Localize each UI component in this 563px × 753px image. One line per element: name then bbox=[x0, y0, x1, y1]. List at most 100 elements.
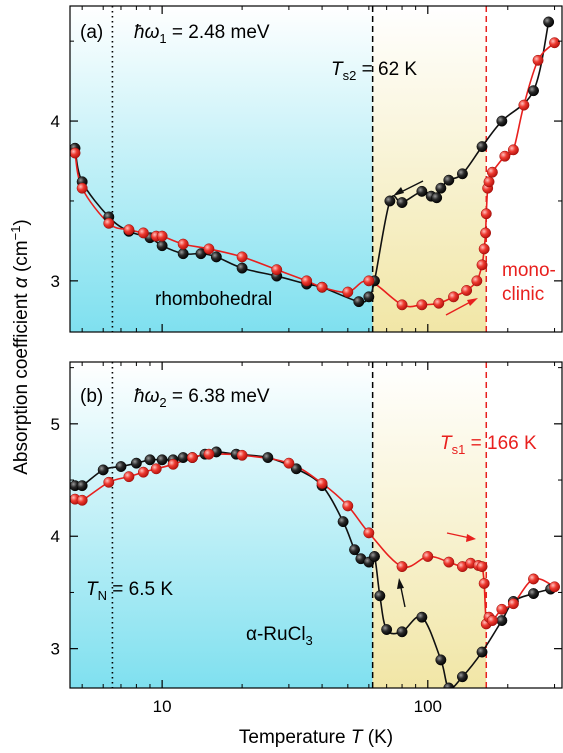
cooling-point bbox=[374, 590, 386, 602]
warming-point bbox=[363, 275, 375, 287]
panel-b-mixed-region bbox=[372, 362, 487, 688]
panel-a-frame bbox=[69, 5, 563, 333]
cooling-point bbox=[156, 240, 168, 252]
warming-arrowhead-b bbox=[466, 534, 476, 542]
cooling-point bbox=[195, 248, 207, 260]
y-axis-title: Absorption coefficient α (cm−1) bbox=[8, 219, 32, 475]
panel-b-ticks: 10 100 3 4 5 bbox=[51, 362, 562, 716]
warming-point bbox=[203, 448, 215, 460]
panel-a: 34 (a) ħω1 = 2.48 meV Ts2 = 62 K rhomboh… bbox=[51, 5, 563, 333]
cooling-point bbox=[97, 464, 109, 476]
cooling-point bbox=[177, 248, 189, 260]
cooling-point bbox=[543, 16, 555, 28]
warming-point bbox=[123, 471, 135, 483]
y-tick-label: 4 bbox=[51, 112, 60, 131]
warming-point bbox=[478, 578, 490, 589]
y-tick-label: 4 bbox=[51, 527, 60, 546]
cooling-point bbox=[443, 174, 455, 186]
panel-a-label: (a) bbox=[80, 22, 103, 43]
omega2-annotation: ħω2 = 6.38 meV bbox=[134, 386, 270, 410]
warming-point bbox=[137, 466, 149, 478]
warming-point bbox=[167, 458, 179, 470]
cooling-point bbox=[435, 654, 447, 666]
ts1-annotation: Ts1 = 166 K bbox=[440, 433, 537, 457]
x-tick-label: 10 bbox=[153, 697, 172, 716]
warming-point bbox=[76, 494, 88, 506]
cooling-point bbox=[396, 626, 408, 638]
warming-arrowhead-a bbox=[467, 298, 478, 306]
warming-point bbox=[416, 299, 428, 311]
cooling-point bbox=[290, 463, 302, 475]
cooling-point bbox=[416, 611, 428, 623]
warming-point bbox=[528, 573, 539, 585]
warming-point bbox=[137, 227, 149, 239]
cooling-point bbox=[177, 452, 189, 463]
omega1-annotation: ħω1 = 2.48 meV bbox=[134, 22, 270, 46]
warming-point bbox=[316, 477, 328, 489]
panel-a-mixed-region bbox=[372, 6, 487, 332]
cooling-point bbox=[528, 85, 539, 97]
cooling-point bbox=[349, 544, 360, 556]
cooling-point bbox=[236, 262, 248, 274]
warming-point bbox=[301, 275, 313, 287]
cooling-point bbox=[496, 115, 508, 127]
cooling-point bbox=[76, 480, 88, 492]
panel-a-ticks: 34 bbox=[51, 6, 562, 332]
y-tick-label: 5 bbox=[51, 415, 60, 434]
warming-point bbox=[518, 99, 530, 111]
panel-a-rhombohedral-region bbox=[70, 6, 373, 332]
cooling-point bbox=[496, 615, 508, 626]
warming-point bbox=[396, 299, 408, 311]
panel-a-plot bbox=[70, 16, 560, 311]
warming-point bbox=[342, 500, 354, 512]
cooling-point bbox=[156, 454, 168, 466]
x-axis-title: Temperature T (K) bbox=[239, 727, 393, 748]
panel-b-rhombohedral-region bbox=[70, 362, 373, 688]
warming-point bbox=[422, 551, 434, 562]
cooling-point bbox=[369, 551, 380, 562]
cooling-point bbox=[435, 182, 447, 194]
warming-point bbox=[70, 147, 81, 159]
warming-point bbox=[461, 285, 473, 296]
warming-point bbox=[177, 238, 189, 250]
cooling-point bbox=[144, 454, 156, 466]
warming-point bbox=[150, 463, 162, 475]
cooling-point bbox=[384, 195, 396, 207]
warming-point bbox=[316, 281, 328, 293]
cooling-point bbox=[431, 192, 443, 204]
y-tick-label: 3 bbox=[51, 272, 60, 291]
warming-point bbox=[363, 527, 375, 539]
warming-point bbox=[480, 208, 492, 220]
cooling-point bbox=[337, 516, 349, 528]
x-tick-label: 100 bbox=[414, 697, 442, 716]
cooling-point bbox=[262, 452, 274, 463]
cooling-arrowhead-b bbox=[397, 578, 404, 589]
cooling-point bbox=[381, 624, 393, 635]
cooling-point bbox=[115, 461, 127, 472]
cooling-point bbox=[456, 671, 468, 683]
warming-point bbox=[103, 217, 115, 229]
cooling-point bbox=[130, 457, 142, 469]
ts2-annotation: Ts2 = 62 K bbox=[331, 59, 417, 83]
compound-label: α-RuCl3 bbox=[246, 624, 313, 648]
warming-point bbox=[486, 166, 498, 178]
warming-point bbox=[203, 243, 215, 255]
warming-point bbox=[496, 603, 508, 615]
cooling-point bbox=[528, 588, 539, 600]
warming-point bbox=[549, 581, 560, 593]
panel-b-label: (b) bbox=[80, 386, 103, 407]
warming-point bbox=[486, 615, 498, 626]
warming-point bbox=[283, 457, 295, 469]
cooling-point bbox=[396, 197, 408, 209]
warming-point bbox=[507, 598, 519, 610]
warming-point bbox=[186, 452, 198, 463]
phase-rhombohedral-label: rhombohedral bbox=[155, 289, 272, 310]
warming-point bbox=[476, 561, 488, 573]
warming-point bbox=[433, 297, 445, 309]
warming-point bbox=[396, 561, 408, 573]
cooling-point bbox=[416, 185, 428, 197]
warming-point bbox=[448, 291, 459, 303]
warming-point bbox=[471, 275, 483, 287]
cooling-point bbox=[476, 141, 488, 153]
